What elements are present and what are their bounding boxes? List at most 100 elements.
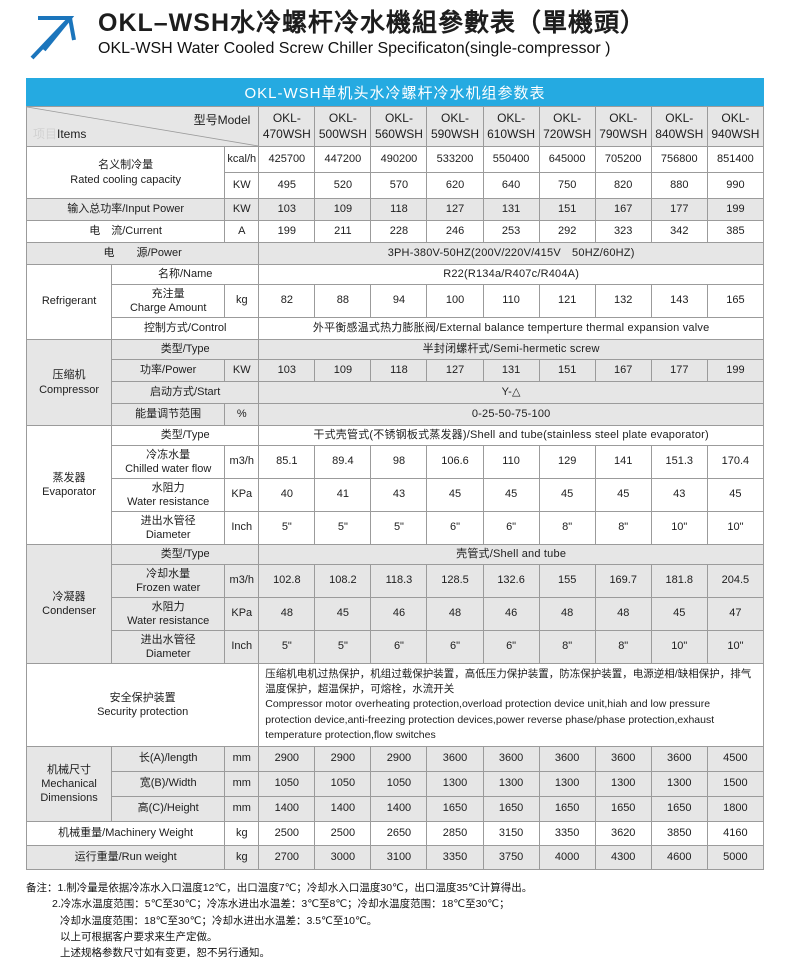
run-weight-col7: 4300	[594, 845, 652, 871]
value-evaporator-type: 干式壳管式(不锈钢板式蒸发器)/Shell and tube(stainless…	[258, 425, 764, 446]
rated-kcal-col4: 533200	[426, 146, 484, 173]
model-header-okl-560wsh: OKL-560WSH	[370, 106, 428, 147]
height-col6: 1650	[538, 796, 596, 823]
note-zh-line: 以上可根据客户要求来生产定做。	[60, 930, 218, 943]
rated-kcal-col3: 490200	[370, 146, 428, 173]
table-row: Refrigerant 名称/Name R22(R134a/R407c/R404A)	[25, 264, 764, 340]
table-row: 高(C)/Height mm 1400 1400 1400 1650 1650 1650 165…	[27, 796, 765, 823]
width-col6: 1300	[538, 771, 596, 798]
label-condenser-type: 类型/Type	[111, 544, 260, 565]
evap-diam-col8: 10"	[650, 511, 708, 545]
logo-arrow-icon	[30, 16, 76, 60]
current-col9: 385	[706, 220, 765, 243]
cond-resist-col2: 45	[314, 597, 372, 631]
model-header-okl-840wsh: OKL-840WSH	[650, 106, 708, 147]
run-weight-col4: 3350	[426, 845, 484, 871]
length-col9: 4500	[706, 746, 765, 773]
rated-kcal-col1: 425700	[258, 146, 316, 173]
cond-resist-col7: 48	[594, 597, 652, 631]
input-power-col8: 177	[650, 198, 708, 221]
table-row: 蒸发器 Evaporator 类型/Type 干式壳管式(不锈钢板式蒸发器)/Shel…	[25, 425, 764, 545]
table-row: 控制方式/Control 外平衡感温式热力膨胀阀/External balance…	[27, 317, 764, 340]
current-col5: 253	[482, 220, 540, 243]
length-col6: 3600	[538, 746, 596, 773]
items-label-en: Items	[57, 127, 87, 141]
width-col7: 1300	[594, 771, 652, 798]
evap-resist-col5: 45	[482, 478, 540, 512]
charge-col2: 88	[314, 284, 372, 318]
rated-kcal-col9: 851400	[706, 146, 765, 173]
evap-flow-col1: 85.1	[258, 445, 316, 479]
evap-diam-col1: 5"	[258, 511, 316, 545]
comp-power-col3: 118	[370, 359, 428, 382]
label-power-supply: 电 源/Power	[25, 242, 260, 265]
current-col4: 246	[426, 220, 484, 243]
label-rated-cooling: 名义制冷量 Rated cooling capacity	[25, 146, 226, 199]
note-zh-line: 2.冷冻水温度范围：5℃至30℃；冷冻水进出水温差：3℃至8℃；冷却水温度范围：…	[52, 898, 510, 911]
cond-flow-col4: 128.5	[426, 564, 484, 598]
evap-flow-col3: 98	[370, 445, 428, 479]
machinery-weight-col4: 2850	[426, 821, 484, 847]
cond-resist-col9: 47	[706, 597, 765, 631]
machinery-weight-col8: 3850	[650, 821, 708, 847]
height-col7: 1650	[594, 796, 652, 823]
run-weight-col5: 3750	[482, 845, 540, 871]
unit-kw: KW	[224, 359, 260, 382]
diagonal-line	[27, 107, 258, 146]
model-header-okl-720wsh: OKL-720WSH	[538, 106, 596, 147]
value-energy-range: 0-25-50-75-100	[258, 403, 764, 426]
evap-diam-col3: 5"	[370, 511, 428, 545]
length-col3: 2900	[370, 746, 428, 773]
evap-diam-col6: 8"	[538, 511, 596, 545]
items-label-zh: 项目	[33, 127, 58, 141]
spec-table: 项目Items 型号Model OKL-470WSH OKL-500WSH OKL-…	[25, 106, 765, 871]
rated-kcal-col7: 705200	[594, 146, 652, 173]
table-row: 电 源/Power 3PH-380V-50HZ(200V/220V/415V 50…	[25, 242, 764, 265]
label-compressor-power: 功率/Power	[111, 359, 226, 382]
label-charge-amount: 充注量 Charge Amount	[111, 284, 226, 318]
unit-kw: KW	[224, 172, 260, 199]
comp-power-col8: 177	[650, 359, 708, 382]
evap-diam-col2: 5"	[314, 511, 372, 545]
notes: 备注：1.制冷量是依据冷冻水入口温度12℃，出口温度7℃；冷却水入口温度30℃，…	[26, 880, 766, 957]
evap-flow-col8: 151.3	[650, 445, 708, 479]
width-col8: 1300	[650, 771, 708, 798]
cond-flow-col6: 155	[538, 564, 596, 598]
table-row: 功率/Power KW 103 109 118 127 131 151 167 177 199	[27, 359, 765, 382]
cond-flow-col8: 181.8	[650, 564, 708, 598]
rated-kcal-col2: 447200	[314, 146, 372, 173]
run-weight-col2: 3000	[314, 845, 372, 871]
evap-diam-col9: 10"	[706, 511, 765, 545]
cond-resist-col6: 48	[538, 597, 596, 631]
cond-resist-col8: 45	[650, 597, 708, 631]
evap-resist-col3: 43	[370, 478, 428, 512]
evap-resist-col4: 45	[426, 478, 484, 512]
model-header-okl-500wsh: OKL-500WSH	[314, 106, 372, 147]
cond-diam-col7: 8"	[594, 630, 652, 664]
group-condenser: 冷凝器 Condenser	[25, 544, 113, 664]
model-header-okl-610wsh: OKL-610WSH	[482, 106, 540, 147]
table-row: 名义制冷量 Rated cooling capacity kcal/h 425700 4…	[25, 146, 765, 199]
evap-resist-col2: 41	[314, 478, 372, 512]
comp-power-col7: 167	[594, 359, 652, 382]
comp-power-col6: 151	[538, 359, 596, 382]
evap-flow-col4: 106.6	[426, 445, 484, 479]
note-zh-line: 上述规格参数尺寸如有变更，恕不另行通知。	[60, 947, 270, 957]
input-power-col9: 199	[706, 198, 765, 221]
cond-diam-col2: 5"	[314, 630, 372, 664]
model-header-okl-590wsh: OKL-590WSH	[426, 106, 484, 147]
machinery-weight-col6: 3350	[538, 821, 596, 847]
evap-flow-col9: 170.4	[706, 445, 765, 479]
table-row: 安全保护装置 Security protection 压缩机电机过热保护，机组过载保…	[25, 662, 764, 748]
input-power-col7: 167	[594, 198, 652, 221]
height-col9: 1800	[706, 796, 765, 823]
cond-diam-col3: 6"	[370, 630, 428, 664]
cond-flow-col9: 204.5	[706, 564, 765, 598]
label-cond-water-resistance: 水阻力 Water resistance	[111, 597, 226, 631]
rated-kw-col6: 750	[538, 172, 596, 199]
height-col2: 1400	[314, 796, 372, 823]
cond-diam-col5: 6"	[482, 630, 540, 664]
rated-kw-col3: 570	[370, 172, 428, 199]
title-block: OKL–WSH水冷螺杆冷水機組參數表（單機頭） OKL-WSH Water Co…	[98, 8, 646, 58]
charge-col9: 165	[706, 284, 765, 318]
